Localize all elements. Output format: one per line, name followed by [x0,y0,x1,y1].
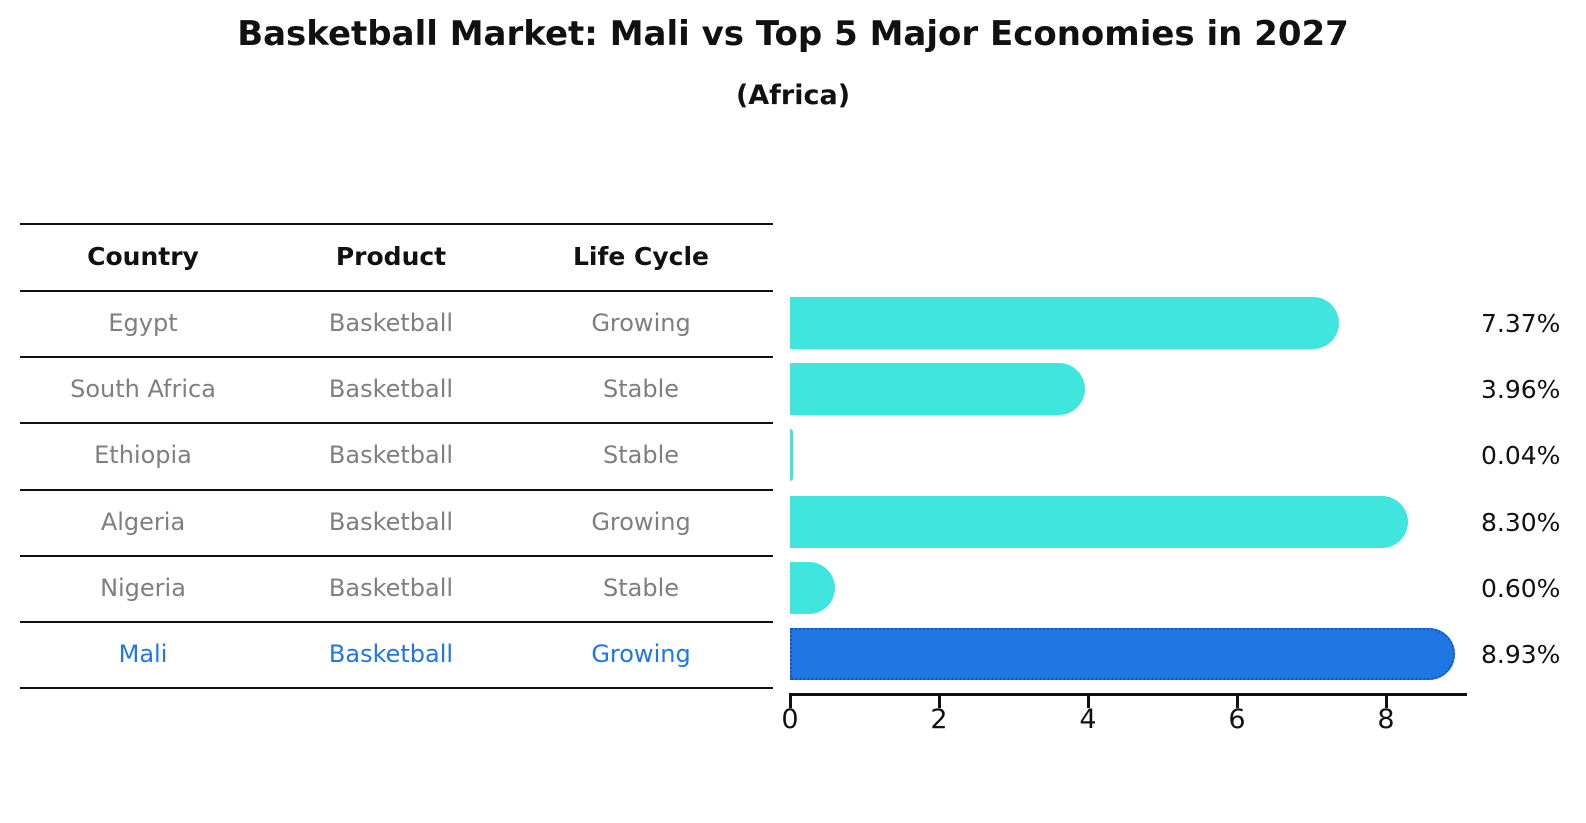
bar-value-label: 7.37% [1481,308,1561,338]
bar-ethiopia [790,429,793,481]
cell-product: Basketball [328,574,454,602]
cell-country: Mali [118,640,168,668]
cell-country: Ethiopia [94,441,192,469]
table-rule [20,290,773,292]
table-rule [20,356,773,358]
chart-subtitle: (Africa) [735,80,851,111]
bar-algeria [790,496,1409,548]
table-row-algeria: Algeria Basketball Growing [0,489,773,555]
x-axis-tick [1236,696,1239,708]
x-axis-tick-label: 8 [1377,704,1395,735]
bar-value-label: 8.30% [1481,507,1561,537]
cell-product: Basketball [328,508,454,536]
cell-life-cycle: Stable [602,441,680,469]
table-rule [20,489,773,491]
x-axis-tick-label: 4 [1079,704,1097,735]
table-row-mali: Mali Basketball Growing [0,621,773,687]
cell-country: Egypt [108,309,178,337]
x-axis-tick-label: 2 [930,704,948,735]
table-row-south-africa: South Africa Basketball Stable [0,356,773,422]
x-axis-tick [1087,696,1090,708]
cell-country: Algeria [100,508,186,536]
cell-product: Basketball [328,375,454,403]
table-rule [20,223,773,225]
table-rule [20,621,773,623]
table-row-nigeria: Nigeria Basketball Stable [0,555,773,621]
table-row-ethiopia: Ethiopia Basketball Stable [0,422,773,488]
table-rule [20,687,773,689]
table-rule [20,555,773,557]
column-header-product: Product [335,242,447,271]
cell-life-cycle: Stable [602,375,680,403]
bar-value-label: 8.93% [1481,639,1561,669]
x-axis-tick-label: 0 [781,704,799,735]
table-header-row: Country Product Life Cycle [0,223,773,289]
bar-nigeria [790,562,835,614]
cell-country: South Africa [70,375,216,403]
cell-life-cycle: Growing [591,309,691,337]
cell-product: Basketball [328,640,454,668]
cell-life-cycle: Stable [602,574,680,602]
bar-value-label: 3.96% [1481,374,1561,404]
x-axis-tick [1385,696,1388,708]
column-header-life-cycle: Life Cycle [572,242,710,271]
bar-value-label: 0.60% [1481,573,1561,603]
cell-product: Basketball [328,309,454,337]
bar-mali [790,628,1456,680]
cell-country: Nigeria [100,574,186,602]
chart-title: Basketball Market: Mali vs Top 5 Major E… [237,14,1349,54]
x-axis-tick [938,696,941,708]
x-axis-line [789,693,1467,696]
cell-product: Basketball [328,441,454,469]
table-row-egypt: Egypt Basketball Growing [0,290,773,356]
table-rule [20,422,773,424]
cell-life-cycle: Growing [591,640,691,668]
x-axis-tick-label: 6 [1228,704,1246,735]
bar-egypt [790,297,1340,349]
column-header-country: Country [87,242,199,271]
bar-south-africa [790,363,1086,415]
cell-life-cycle: Growing [591,508,691,536]
bar-value-label: 0.04% [1481,440,1561,470]
x-axis-tick [789,696,792,708]
